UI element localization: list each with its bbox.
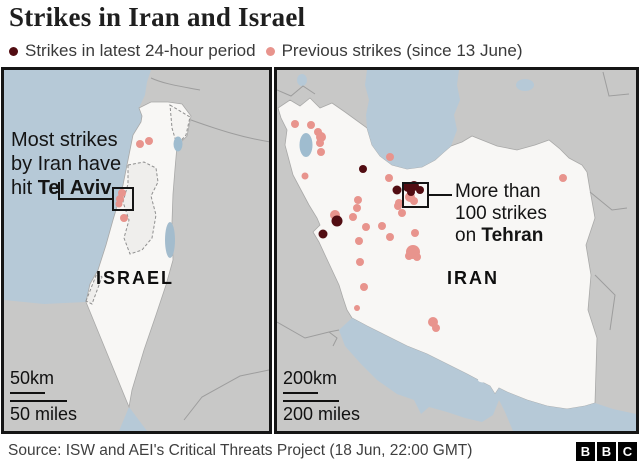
tel-aviv-callout-box	[112, 187, 134, 211]
tehran-annotation: More than 100 strikes on Tehran	[455, 181, 547, 247]
tel-aviv-annotation: Most strikes by Iran have hit Tel Aviv	[11, 128, 121, 200]
bbc-logo-letter: C	[618, 441, 637, 461]
strike-dot	[392, 185, 402, 195]
strike-dot	[354, 305, 360, 311]
legend-item-previous: Previous strikes (since 13 June)	[265, 41, 523, 61]
strike-dot	[416, 186, 424, 194]
strike-dot	[359, 165, 367, 173]
israel-map-panel: Most strikes by Iran have hit Tel Aviv I…	[1, 67, 272, 434]
scale-miles-label: 50 miles	[10, 404, 78, 424]
strike-dot	[410, 197, 418, 205]
strike-dot	[356, 258, 364, 266]
header: Strikes in Iran and Israel Strikes in la…	[0, 0, 640, 67]
source-text: Source: ISW and AEI's Critical Threats P…	[8, 442, 473, 459]
bbc-logo: B B C	[576, 441, 637, 461]
neighbor-land-east	[129, 70, 269, 431]
legend-previous-label: Previous strikes (since 13 June)	[281, 41, 523, 60]
gaza-shape	[85, 272, 103, 305]
lake-urmia	[299, 133, 313, 157]
previous-strikes-dots	[115, 137, 153, 222]
strike-dot	[398, 209, 406, 217]
annotation-line: on Tehran	[455, 225, 544, 246]
iran-shape	[277, 97, 598, 410]
strike-dot	[355, 237, 363, 245]
country-borders	[150, 77, 269, 421]
strike-dot	[386, 153, 394, 161]
strike-dot	[291, 120, 299, 128]
map-row: Most strikes by Iran have hit Tel Aviv I…	[1, 67, 639, 434]
west-bank-shape	[122, 161, 159, 255]
strike-dot	[360, 283, 368, 291]
strike-dot	[354, 196, 362, 204]
scale-miles-label: 200 miles	[283, 404, 361, 424]
israel-country-label: ISRAEL	[96, 268, 175, 288]
strike-dot	[115, 200, 123, 208]
strike-dot	[395, 199, 403, 207]
scale-km-line	[283, 392, 318, 394]
caspian-sea	[365, 70, 460, 169]
strike-dot	[407, 188, 415, 196]
hormuz-islands	[489, 374, 497, 378]
dead-sea	[165, 222, 175, 258]
previous-strikes-dots	[291, 120, 567, 332]
strike-dot	[559, 174, 567, 182]
scale-km-label: 200km	[283, 368, 338, 388]
strike-dot	[136, 140, 144, 148]
annotation-line: hit Tel Aviv	[11, 177, 112, 199]
strike-dot	[413, 253, 421, 261]
bbc-logo-letter: B	[576, 441, 595, 461]
israel-shape	[85, 101, 192, 409]
tel-aviv-callout-line	[58, 182, 113, 200]
persian-gulf	[339, 318, 636, 431]
sea-of-galilee	[173, 136, 183, 152]
strike-dot	[385, 174, 393, 182]
annotation-line: by Iran have	[11, 153, 122, 175]
scale-miles-line	[283, 400, 339, 402]
strike-dot	[405, 252, 413, 260]
page-title: Strikes in Iran and Israel	[9, 2, 306, 32]
hormuz-islands	[478, 377, 488, 383]
iran-map	[277, 70, 636, 431]
golan-shape	[169, 104, 191, 146]
kara-bogaz-lake	[516, 79, 534, 91]
strike-dot	[317, 148, 325, 156]
israel-scale-bar: 50km 50 miles	[10, 368, 77, 425]
strike-dot	[432, 324, 440, 332]
strike-dot	[378, 222, 386, 230]
strike-dot	[386, 233, 394, 241]
strike-dot	[145, 137, 153, 145]
country-borders	[277, 71, 630, 347]
annotation-line: Most strikes	[11, 129, 118, 151]
strike-dot	[353, 204, 361, 212]
israel-map	[4, 70, 269, 431]
strike-dot	[411, 229, 419, 237]
scale-km-line	[10, 392, 45, 394]
latest-strike-dot-icon	[9, 46, 18, 56]
strike-dot	[362, 223, 370, 231]
iran-scale-bar: 200km 200 miles	[283, 368, 360, 425]
strike-dot	[301, 172, 309, 180]
strike-dot	[318, 229, 328, 239]
annotation-line: More than	[455, 181, 541, 202]
strike-dot	[316, 139, 324, 147]
neighbor-land-egypt	[4, 300, 129, 431]
strike-dot	[349, 213, 357, 221]
previous-strike-dot-icon	[265, 46, 275, 56]
strike-dot	[120, 214, 128, 222]
scale-miles-line	[10, 400, 67, 402]
footer: Source: ISW and AEI's Critical Threats P…	[0, 434, 640, 468]
strike-dot	[307, 121, 315, 129]
legend-item-latest: Strikes in latest 24-hour period	[9, 41, 256, 61]
scale-km-label: 50km	[10, 368, 55, 388]
iran-country-label: IRAN	[447, 268, 499, 288]
legend-latest-label: Strikes in latest 24-hour period	[25, 41, 256, 60]
strike-dot	[331, 215, 343, 227]
legend: Strikes in latest 24-hour period Previou…	[9, 41, 523, 61]
annotation-line: 100 strikes	[455, 203, 547, 224]
bbc-logo-letter: B	[597, 441, 616, 461]
lake-sevan	[297, 74, 307, 86]
iran-map-panel: More than 100 strikes on Tehran IRAN 200…	[274, 67, 639, 434]
